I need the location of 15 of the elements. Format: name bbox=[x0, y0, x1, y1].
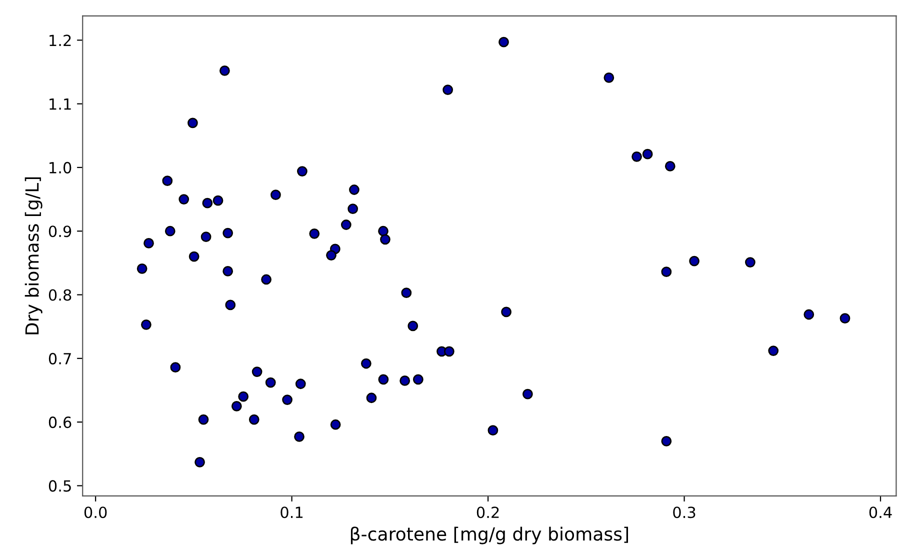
y-tick-label: 0.7 bbox=[48, 352, 71, 364]
y-tick-label: 0.9 bbox=[48, 226, 72, 238]
x-tick-label: 0.4 bbox=[869, 506, 892, 518]
y-axis-title: Dry biomass [g/L] bbox=[24, 177, 42, 334]
x-tick-label: 0.1 bbox=[280, 506, 303, 518]
x-tick-label: 0.2 bbox=[476, 506, 499, 518]
y-tick-label: 0.8 bbox=[48, 289, 72, 301]
x-tick-label: 0.0 bbox=[84, 506, 107, 518]
y-tick-label: 0.5 bbox=[48, 480, 71, 492]
x-tick-label: 0.3 bbox=[673, 506, 696, 518]
y-tick-label: 1.1 bbox=[50, 98, 71, 110]
y-tick-label: 1.0 bbox=[50, 162, 72, 174]
x-axis-title: β-carotene [mg/g dry biomass] bbox=[350, 526, 628, 544]
y-tick-label: 1.2 bbox=[50, 34, 71, 46]
y-tick-label: 0.6 bbox=[48, 416, 72, 428]
